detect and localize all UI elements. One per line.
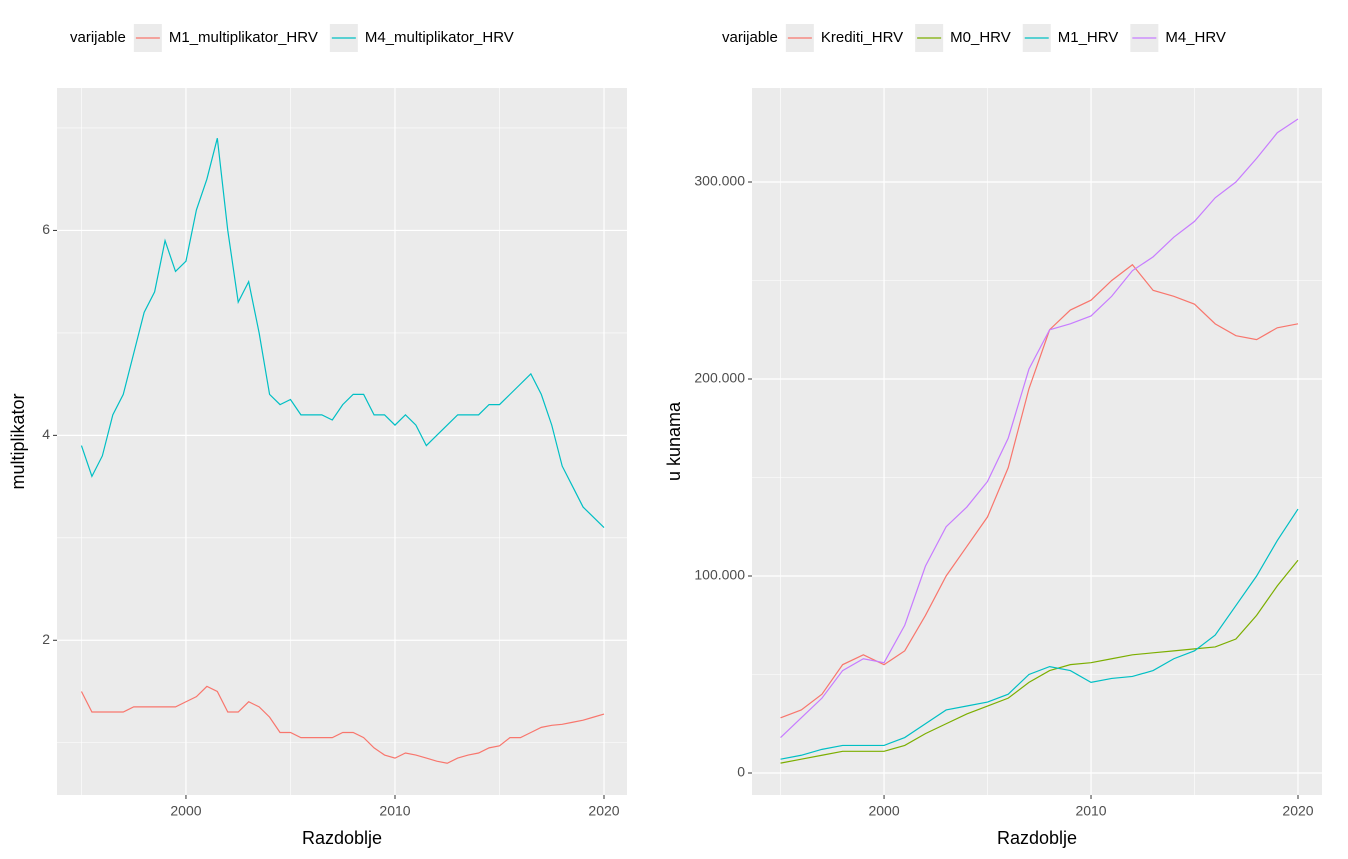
y-tick-label: 6 (42, 221, 50, 237)
x-tick-label: 2020 (588, 803, 619, 819)
y-axis-title: u kunama (664, 401, 684, 481)
x-tick-label: 2010 (379, 803, 410, 819)
legend-label: M1_multiplikator_HRV (169, 29, 318, 46)
legend-label: M4_multiplikator_HRV (365, 29, 514, 46)
y-tick-label: 4 (42, 426, 50, 442)
series-line (780, 559, 1299, 764)
legend-label: M0_HRV (950, 29, 1011, 46)
panel-background (752, 88, 1322, 795)
x-tick-label: 2010 (1075, 803, 1106, 819)
x-axis-title: Razdoblje (302, 828, 382, 848)
legend-label: M4_HRV (1165, 29, 1226, 46)
series-line (780, 118, 1299, 738)
y-tick-label: 0 (737, 764, 745, 780)
y-tick-label: 100.000 (694, 567, 745, 583)
x-axis-title: Razdoblje (997, 828, 1077, 848)
y-tick-label: 2 (42, 631, 50, 647)
panel-background (57, 88, 627, 795)
x-tick-label: 2000 (170, 803, 201, 819)
y-axis-title: multiplikator (8, 393, 28, 489)
series-line (780, 508, 1299, 760)
series-line (80, 138, 605, 528)
x-tick-label: 2020 (1282, 803, 1313, 819)
y-tick-label: 300.000 (694, 173, 745, 189)
legend-title: varijable (722, 29, 778, 46)
legend-title: varijable (70, 29, 126, 46)
y-tick-label: 200.000 (694, 370, 745, 386)
series-line (80, 685, 605, 764)
x-tick-label: 2000 (868, 803, 899, 819)
series-line (780, 263, 1299, 719)
legend-label: Krediti_HRV (821, 29, 903, 46)
legend-label: M1_HRV (1058, 29, 1119, 46)
